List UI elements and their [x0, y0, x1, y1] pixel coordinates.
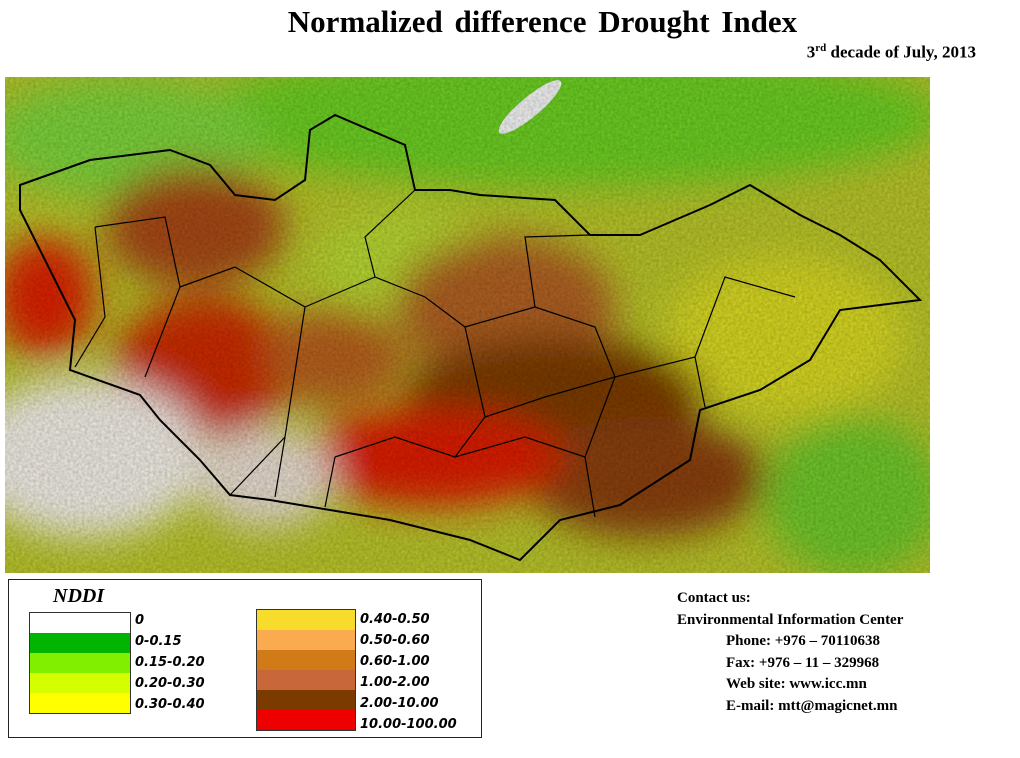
map-title: Normalized difference Drought Index — [287, 4, 798, 39]
legend-swatches-left — [29, 612, 131, 714]
contact-phone: Phone: +976 – 70110638 — [726, 633, 880, 649]
legend-swatch — [257, 690, 355, 710]
legend-swatch — [30, 613, 130, 633]
legend-label: 2.00-10.00 — [360, 696, 439, 711]
texture-overlay — [5, 77, 930, 573]
legend-label: 0-0.15 — [135, 634, 182, 649]
legend-labels-left: 0 0-0.15 0.15-0.20 0.20-0.30 0.30-0.40 — [135, 610, 205, 715]
legend-swatch — [257, 630, 355, 650]
contact-email: E-mail: mtt@magicnet.mn — [726, 697, 898, 714]
contact-info: Contact us: Environmental Information Ce… — [677, 588, 903, 717]
legend-swatch — [257, 710, 355, 730]
map-subtitle: 3rd decade of July, 2013 — [807, 42, 976, 63]
subtitle-ordinal: rd — [815, 42, 827, 54]
province-boundaries — [74, 189, 796, 518]
legend-swatch — [30, 653, 130, 673]
legend-swatch — [257, 610, 355, 630]
legend-title: NDDI — [53, 585, 105, 607]
legend-swatches-right — [256, 609, 356, 731]
legend-label: 0.15-0.20 — [135, 655, 205, 670]
subtitle-text: decade of July, 2013 — [826, 42, 976, 62]
legend-label: 0.60-1.00 — [360, 654, 430, 669]
contact-heading: Contact us: — [677, 590, 751, 606]
legend-labels-right: 0.40-0.50 0.50-0.60 0.60-1.00 1.00-2.00 … — [360, 609, 457, 735]
legend-swatch — [30, 673, 130, 693]
legend-label: 0.50-0.60 — [360, 633, 430, 648]
legend-label: 1.00-2.00 — [360, 675, 430, 690]
contact-website: Web site: www.icc.mn — [726, 676, 867, 692]
legend-label: 0.30-0.40 — [135, 697, 205, 712]
legend: NDDI 0 0-0.15 0.15-0.20 0.20-0.30 0.30-0… — [8, 579, 482, 738]
legend-swatch — [30, 633, 130, 653]
contact-org: Environmental Information Center — [677, 611, 904, 628]
legend-label: 0.20-0.30 — [135, 676, 205, 691]
legend-swatch — [30, 693, 130, 713]
legend-label: 0.40-0.50 — [360, 612, 430, 627]
legend-label: 10.00-100.00 — [360, 717, 457, 732]
legend-swatch — [257, 650, 355, 670]
legend-swatch — [257, 670, 355, 690]
legend-label: 0 — [135, 613, 145, 628]
contact-fax: Fax: +976 – 11 – 329968 — [726, 654, 880, 671]
subtitle-number: 3 — [806, 42, 816, 62]
drought-index-map — [5, 77, 930, 573]
